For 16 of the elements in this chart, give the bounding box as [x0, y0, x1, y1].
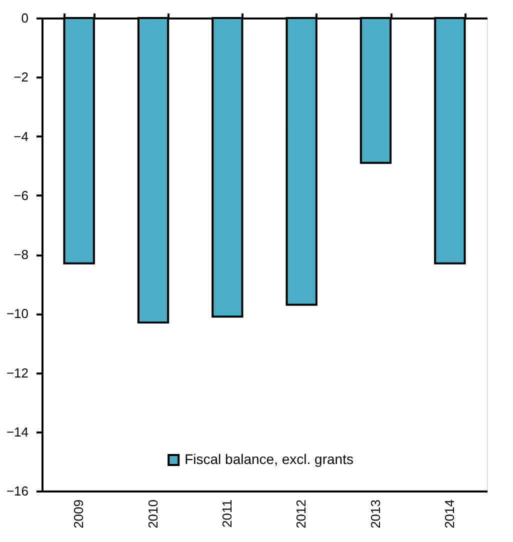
y-tick-label: −2	[14, 70, 28, 85]
y-tick-label: −6	[14, 188, 28, 203]
legend-label: Fiscal balance, excl. grants	[184, 451, 354, 467]
y-tick-label: 0	[21, 10, 28, 26]
x-tick-label: 2011	[219, 500, 234, 528]
y-tick-label: −10	[6, 306, 28, 322]
y-tick-label: −12	[6, 365, 28, 380]
x-tick-label: 2013	[368, 500, 383, 528]
y-tick-label: −8	[14, 247, 28, 262]
y-tick-label: −4	[14, 128, 28, 144]
x-tick-label: 2014	[442, 500, 457, 528]
x-tick-label: 2010	[145, 500, 160, 528]
y-tick-label: −16	[6, 484, 28, 498]
x-tick-label: 2009	[71, 500, 86, 528]
y-tick-label: −14	[6, 424, 28, 440]
x-tick-label: 2012	[294, 500, 309, 528]
